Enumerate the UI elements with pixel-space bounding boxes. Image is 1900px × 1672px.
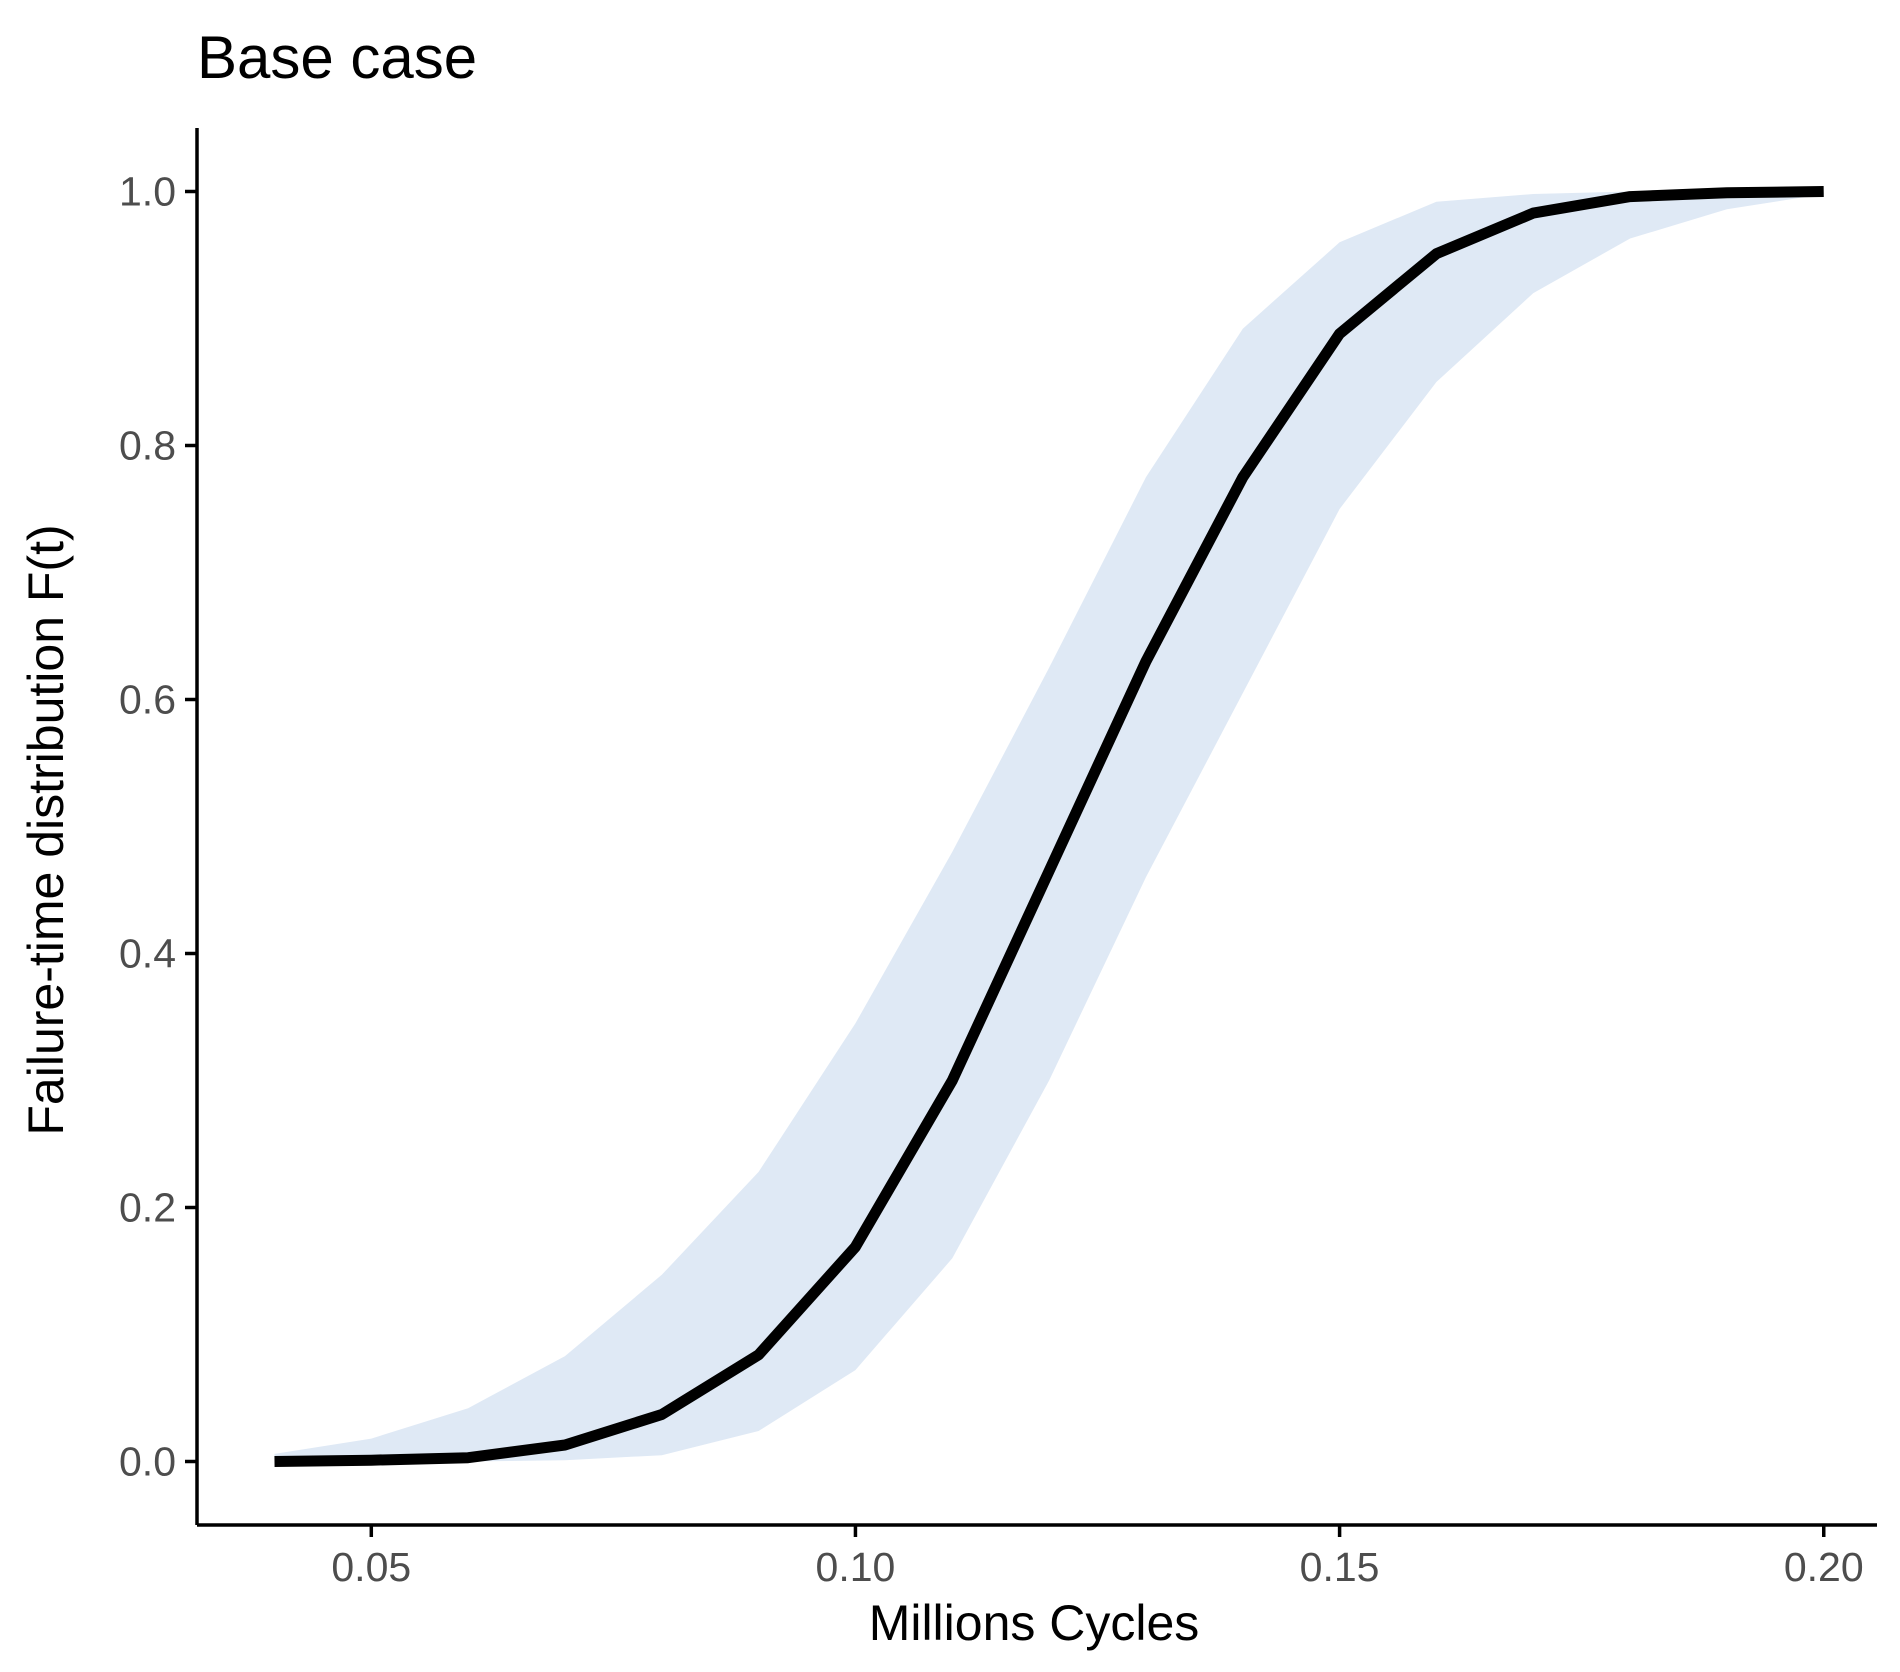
axes: 0.0 0.2 0.4 0.6 0.8 1.0 0.05 0.10 0.15 0.20 [119, 128, 1877, 1590]
plot-area [274, 186, 1824, 1467]
y-axis-title: Failure-time distribution F(t) [18, 524, 74, 1135]
confidence-band [274, 191, 1824, 1462]
y-tick-label: 0.0 [119, 1439, 176, 1485]
y-tick-label: 0.4 [119, 931, 176, 977]
x-tick-label: 0.20 [1784, 1544, 1864, 1590]
x-tick-label: 0.10 [816, 1544, 896, 1590]
y-tick-label: 0.6 [119, 677, 176, 723]
x-axis-title: Millions Cycles [869, 1595, 1200, 1651]
chart-title: Base case [197, 24, 477, 91]
x-tick-label: 0.05 [331, 1544, 411, 1590]
y-tick-label: 0.8 [119, 423, 176, 469]
y-tick-label: 1.0 [119, 169, 176, 215]
x-tick-label: 0.15 [1300, 1544, 1380, 1590]
y-tick-label: 0.2 [119, 1185, 176, 1231]
series-line-0 [274, 186, 1824, 1467]
